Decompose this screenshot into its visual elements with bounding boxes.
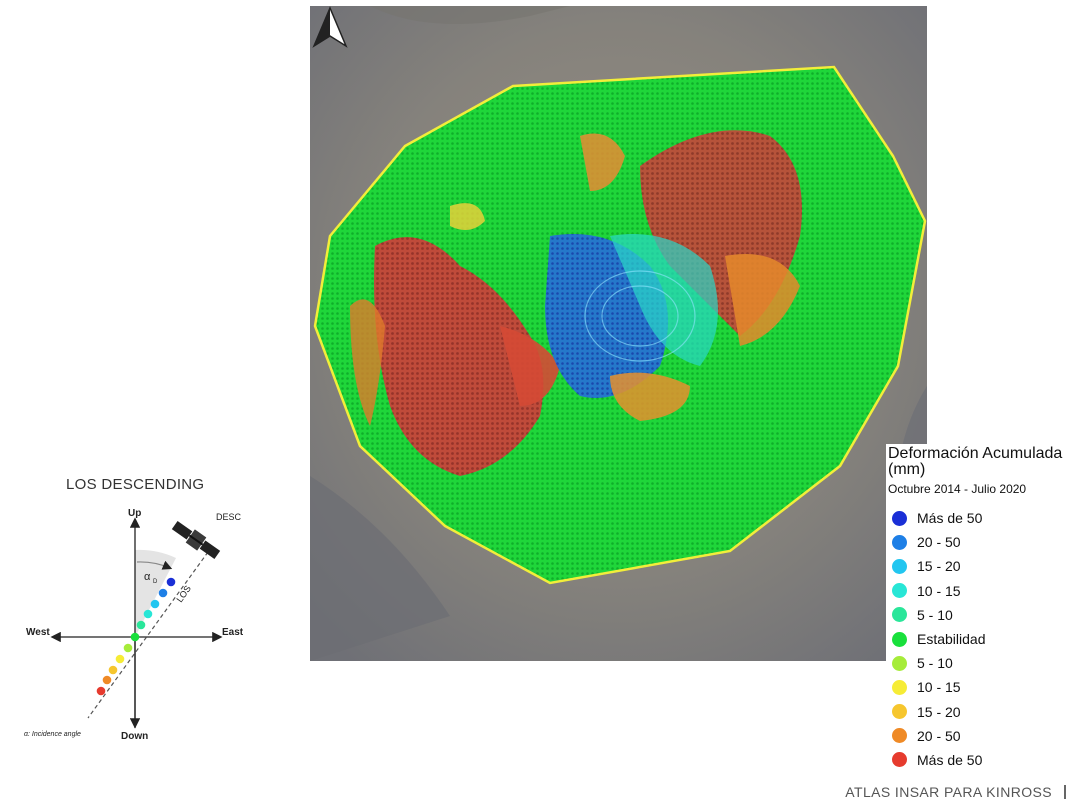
uplift-zone-center	[545, 234, 718, 398]
subsidence-zone-northeast	[580, 130, 802, 346]
los-dot	[96, 686, 106, 696]
legend-swatch	[892, 510, 907, 526]
los-dot	[166, 577, 176, 587]
legend-swatch	[892, 534, 907, 550]
legend-item: 5 - 10	[892, 651, 986, 675]
deformation-map	[310, 6, 927, 661]
legend-label: 15 - 20	[917, 703, 961, 720]
legend-label: 15 - 20	[917, 558, 961, 575]
los-dot	[130, 632, 140, 642]
legend-item: Más de 50	[892, 748, 986, 772]
legend-item: 15 - 20	[892, 554, 986, 578]
legend-title: Deformación Acumulada (mm)	[888, 445, 1063, 478]
legend-label: 10 - 15	[917, 582, 961, 599]
legend-label: 20 - 50	[917, 727, 961, 744]
legend-label: 5 - 10	[917, 655, 953, 672]
los-dot	[143, 609, 153, 619]
north-arrow-icon	[312, 6, 348, 48]
los-line	[87, 551, 209, 719]
map-panel	[310, 6, 927, 661]
subsidence-zone-west	[350, 237, 560, 476]
footer: ATLAS INSAR PARA KINROSS	[845, 784, 1066, 800]
los-dot	[136, 620, 146, 630]
legend-swatch	[892, 583, 907, 599]
legend-swatch	[892, 607, 907, 623]
legend-item: 15 - 20	[892, 700, 986, 724]
legend-label: 5 - 10	[917, 606, 953, 623]
legend-subtitle: Octubre 2014 - Julio 2020	[888, 482, 1027, 496]
satellite-icon	[171, 520, 221, 560]
legend-swatch	[892, 752, 907, 768]
legend-swatch	[892, 728, 907, 744]
legend-label: 10 - 15	[917, 679, 961, 696]
legend-swatch	[892, 631, 907, 647]
los-dot	[123, 643, 133, 653]
legend-item: 20 - 50	[892, 724, 986, 748]
alpha-label: α	[144, 571, 151, 583]
los-dot	[115, 654, 125, 664]
los-dot	[150, 599, 160, 609]
alpha-subscript: D	[153, 579, 158, 585]
legend-swatch	[892, 558, 907, 574]
legend-item: 5 - 10	[892, 603, 986, 627]
east-label: East	[222, 627, 244, 638]
legend-swatch	[892, 704, 907, 720]
los-title: LOS DESCENDING	[66, 476, 205, 493]
satellite-label: DESC	[216, 512, 242, 522]
up-label: Up	[128, 508, 141, 519]
west-label: West	[26, 627, 50, 638]
los-dot	[158, 588, 168, 598]
los-diagram: Up Down West East DESC α D LOS α: Incide…	[24, 508, 244, 742]
legend-label: Más de 50	[917, 510, 983, 527]
los-label: LOS	[174, 584, 193, 604]
down-label: Down	[121, 731, 148, 742]
legend: Deformación Acumulada (mm) Octubre 2014 …	[886, 444, 1080, 776]
legend-item: 10 - 15	[892, 579, 986, 603]
legend-item: 20 - 50	[892, 530, 986, 554]
los-color-dots	[96, 577, 176, 696]
legend-swatch	[892, 679, 907, 695]
legend-item: 10 - 15	[892, 675, 986, 699]
legend-swatch	[892, 655, 907, 671]
footer-text: ATLAS INSAR PARA KINROSS	[845, 784, 1052, 800]
los-dot	[108, 665, 118, 675]
legend-label: 20 - 50	[917, 534, 961, 551]
incidence-footnote: α: Incidence angle	[24, 731, 81, 738]
legend-item: Estabilidad	[892, 627, 986, 651]
legend-items: Más de 50 20 - 50 15 - 20 10 - 15 5 - 10 Esta…	[892, 506, 986, 772]
los-dot	[102, 675, 112, 685]
legend-label: Más de 50	[917, 751, 983, 768]
legend-label: Estabilidad	[917, 631, 986, 648]
footer-divider	[1064, 785, 1066, 799]
legend-item: Más de 50	[892, 506, 986, 530]
